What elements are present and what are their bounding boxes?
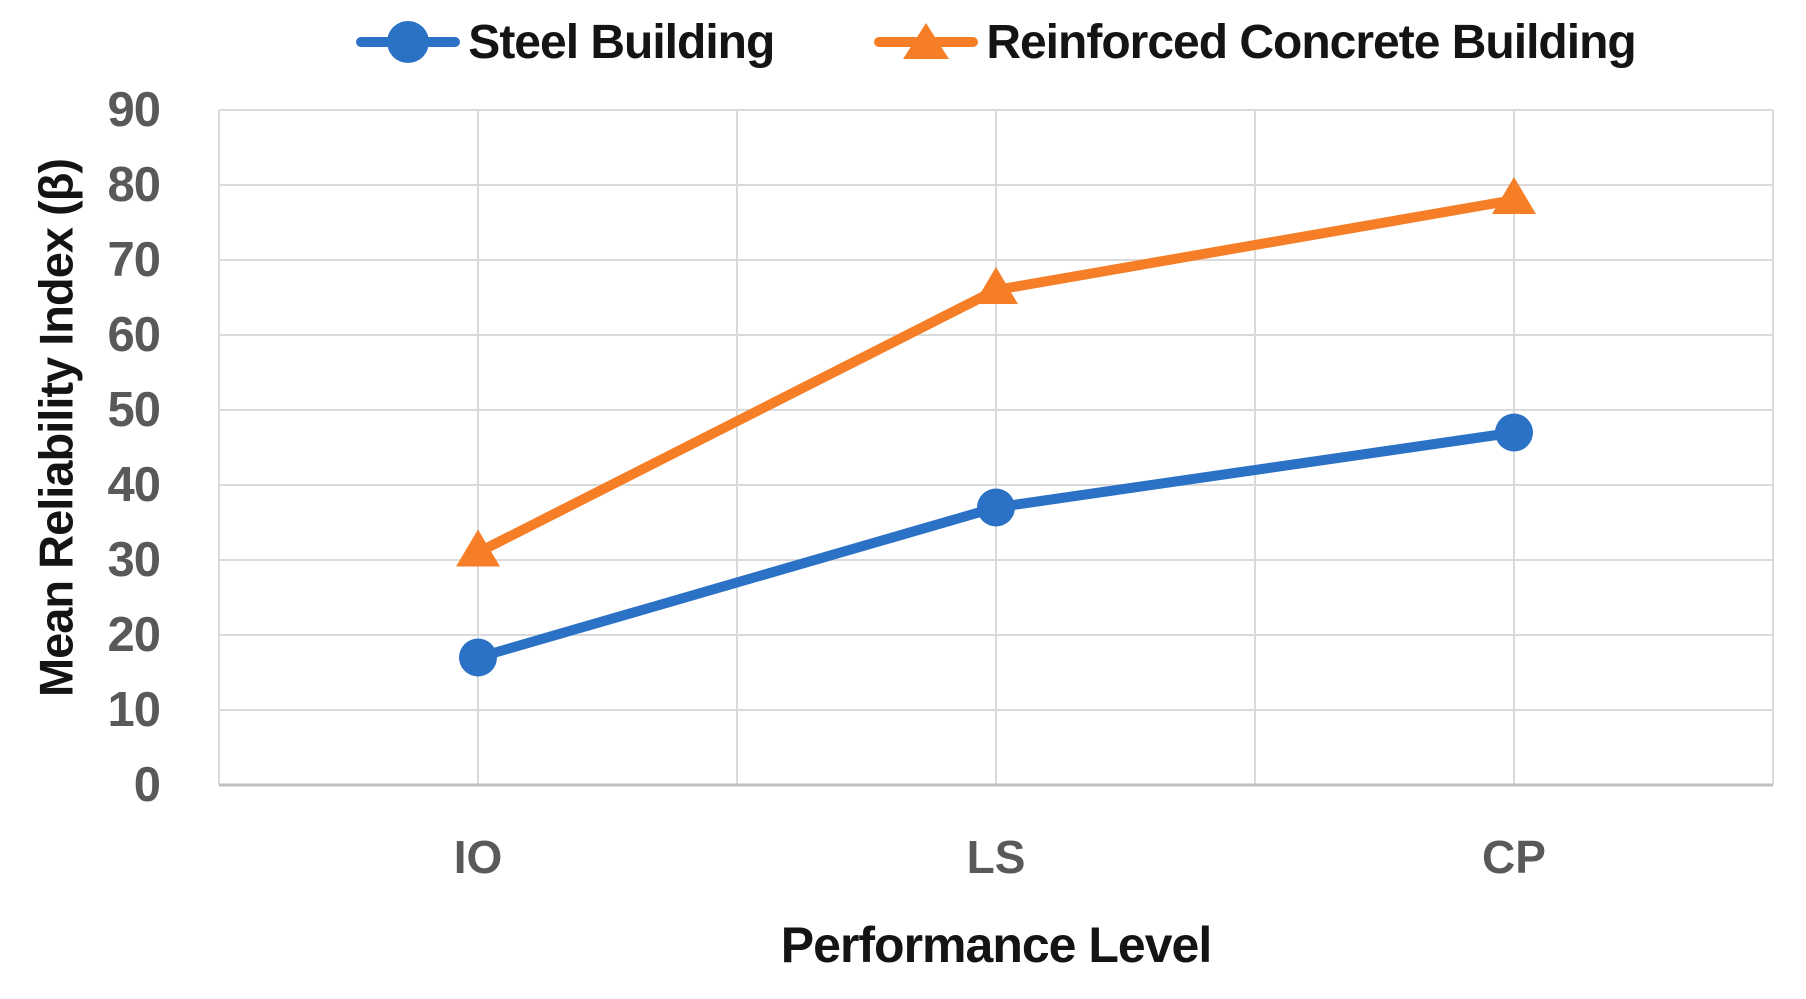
x-category-label: IO xyxy=(453,831,503,883)
x-axis-category-labels: IO LS CP xyxy=(219,833,1773,885)
circle-data-marker xyxy=(459,638,497,677)
circle-data-marker xyxy=(977,488,1015,527)
legend-label-steel: Steel Building xyxy=(468,15,775,69)
y-tick-label: 20 xyxy=(107,608,161,662)
x-category-label: CP xyxy=(1482,831,1546,883)
legend: Steel Building Reinforced Concrete Build… xyxy=(219,10,1773,74)
y-tick-label: 60 xyxy=(107,308,161,362)
legend-label-concrete: Reinforced Concrete Building xyxy=(986,15,1636,69)
x-category-label: LS xyxy=(966,831,1026,883)
circle-marker-icon xyxy=(356,18,461,66)
y-tick-label: 80 xyxy=(107,158,161,212)
x-axis-title: Performance Level xyxy=(780,917,1212,973)
y-tick-label: 0 xyxy=(133,758,161,812)
plot-area xyxy=(218,109,1774,787)
triangle-data-marker xyxy=(456,529,500,567)
y-tick-label: 90 xyxy=(107,83,161,137)
y-tick-label: 50 xyxy=(107,383,161,437)
legend-item-reinforced-concrete-building: Reinforced Concrete Building xyxy=(874,15,1637,70)
triangle-marker-icon xyxy=(874,18,979,66)
y-tick-label: 10 xyxy=(107,683,161,737)
circle-data-marker xyxy=(1495,413,1533,452)
y-axis-tick-labels: 90 80 70 60 50 40 30 20 10 0 xyxy=(0,84,161,811)
y-tick-label: 70 xyxy=(107,233,161,287)
y-tick-label: 30 xyxy=(107,533,161,587)
legend-triangle-concrete xyxy=(903,23,950,59)
triangle-data-marker xyxy=(1492,177,1536,214)
legend-item-steel-building: Steel Building xyxy=(356,15,775,70)
legend-circle-steel xyxy=(387,21,430,63)
triangle-data-marker xyxy=(974,267,1018,304)
y-tick-label: 40 xyxy=(107,458,161,512)
